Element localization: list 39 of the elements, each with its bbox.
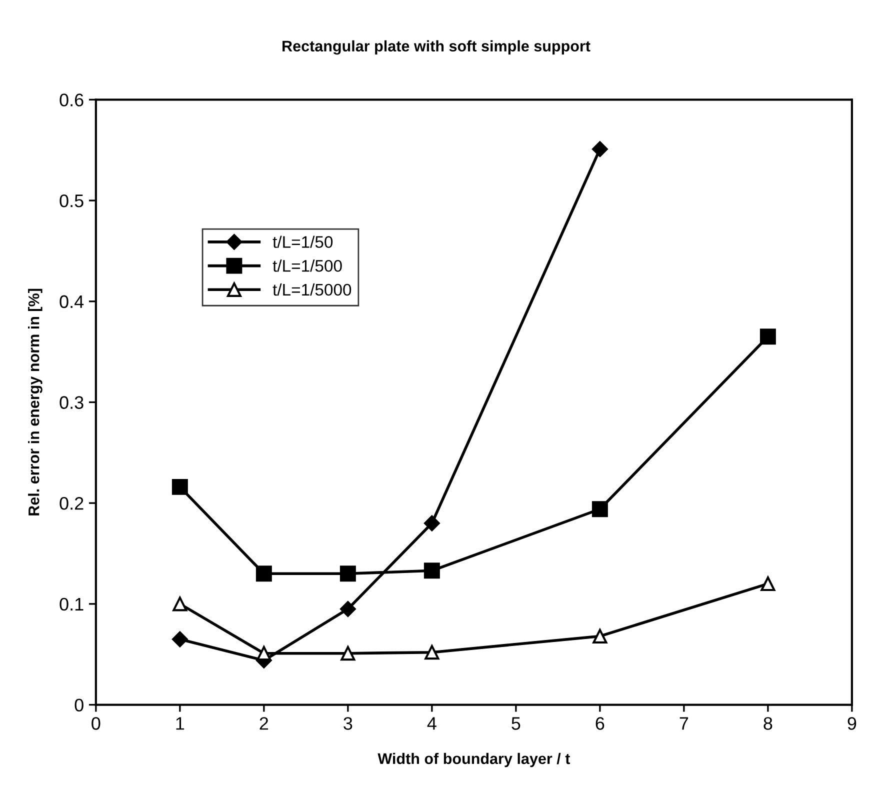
point	[760, 328, 776, 345]
x-tick-label: 0	[92, 717, 100, 730]
x-axis-title: Width of boundary layer / t	[378, 752, 570, 768]
legend-label: t/L=1/5000	[272, 283, 352, 296]
point	[340, 646, 356, 661]
x-tick-label: 2	[260, 717, 268, 730]
x-tick-label: 9	[848, 717, 856, 730]
x-tick-label: 5	[512, 717, 520, 730]
y-tick-label: 0.5	[60, 194, 84, 208]
point	[172, 631, 188, 648]
point	[592, 501, 608, 518]
legend-label: t/L=1/50	[272, 236, 333, 248]
y-tick-label: 0.2	[60, 497, 84, 510]
y-tick-label: 0.4	[60, 295, 84, 308]
x-tick-label: 1	[176, 717, 184, 730]
point	[340, 566, 356, 582]
point	[172, 596, 188, 612]
chart-title: Rectangular plate with soft simple support	[282, 40, 590, 55]
legend-label: t/L=1/500	[272, 260, 342, 272]
x-tick-label: 6	[596, 717, 604, 730]
point	[172, 478, 188, 495]
x-tick-label: 7	[680, 717, 688, 730]
y-tick-label: 0.6	[60, 94, 84, 106]
y-axis-title: Rel. error in energy norm in [%]	[28, 288, 42, 516]
y-tick-label: 0.3	[60, 396, 84, 409]
point	[256, 566, 272, 582]
point	[424, 515, 440, 532]
y-tick-label: 0.1	[60, 598, 84, 611]
point	[340, 601, 356, 617]
point	[424, 562, 440, 579]
x-tick-label: 8	[764, 717, 772, 730]
point	[256, 646, 272, 661]
y-tick-label: 0	[74, 698, 84, 712]
point	[592, 141, 608, 158]
point	[592, 628, 608, 644]
point	[760, 576, 776, 592]
point	[424, 645, 440, 660]
x-tick-label: 3	[344, 717, 352, 730]
x-tick-label: 4	[427, 717, 436, 730]
